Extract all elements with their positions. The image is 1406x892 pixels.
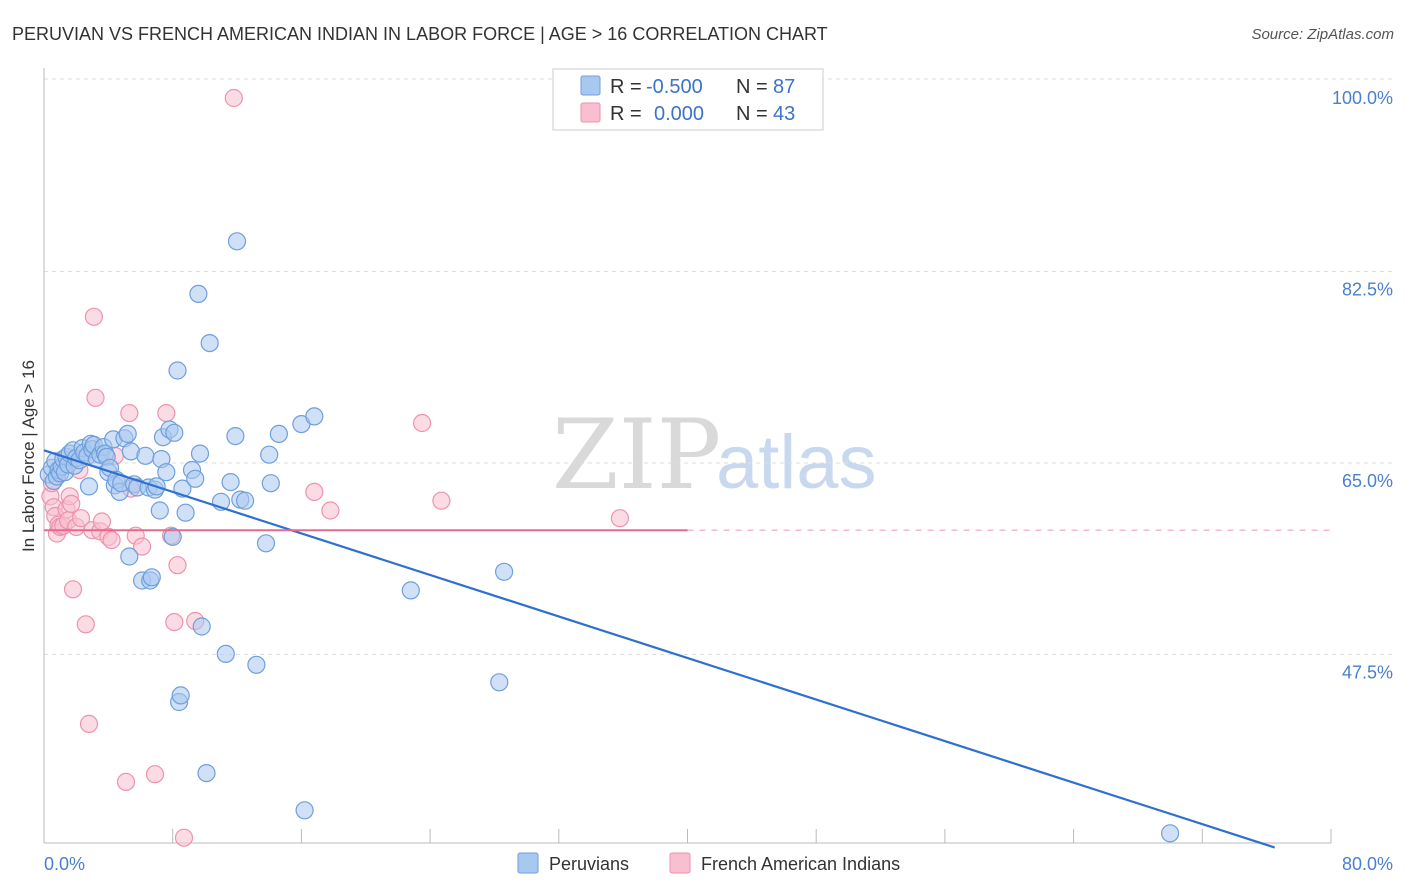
peruvians-point — [261, 474, 280, 493]
peruvians-point — [163, 527, 182, 546]
x-tick-label-max: 80.0% — [1342, 854, 1393, 874]
gridlines — [44, 78, 1392, 655]
legend-n-label-french: N = — [736, 103, 768, 125]
chart-source: Source: ZipAtlas.com — [1251, 26, 1394, 43]
peruvians-point — [136, 446, 155, 465]
french-american-indians-points — [41, 88, 630, 847]
y-axis-label: In Labor Force | Age > 16 — [19, 360, 38, 552]
french-american-indians-point — [145, 765, 165, 784]
peruvians-point — [168, 361, 187, 380]
peruvians-point — [165, 423, 184, 442]
french-american-indians-point — [71, 509, 91, 528]
french-american-indians-point — [413, 413, 432, 433]
legend-swatch-french — [580, 102, 601, 123]
axes — [43, 68, 1332, 844]
french-american-indians-point — [321, 501, 340, 520]
peruvians-point — [305, 407, 324, 426]
series-legend: Peruvians French American Indians — [517, 852, 900, 874]
peruvians-point — [226, 427, 245, 446]
french-american-indians-point — [168, 556, 187, 575]
peruvians-point — [120, 547, 139, 566]
peruvians-point — [189, 284, 208, 303]
french-american-indians-point — [432, 491, 451, 510]
french-american-indians-point — [102, 530, 121, 550]
french-american-indians-point — [610, 509, 630, 528]
peruvians-point — [192, 617, 211, 636]
peruvians-point — [157, 463, 176, 482]
y-tick-labels: 100.0% 82.5% 65.0% 47.5% — [1332, 88, 1393, 682]
peruvians-point — [200, 334, 219, 353]
peruvians-point — [295, 801, 314, 820]
watermark-zip: ZIP — [552, 399, 721, 511]
peruvians-point — [171, 686, 190, 705]
french-american-indians-point — [120, 404, 139, 423]
chart-title: PERUVIAN VS FRENCH AMERICAN INDIAN IN LA… — [12, 24, 828, 44]
french-american-indians-point — [165, 612, 184, 632]
legend-swatch-peruvians — [580, 75, 601, 96]
stats-legend: R = -0.500 N = 87 R = 0.000 N = 43 — [552, 68, 824, 131]
legend-n-label-peruvians: N = — [736, 76, 768, 98]
legend-n-value-french: 43 — [773, 103, 795, 125]
y-tick-label-2: 65.0% — [1342, 471, 1393, 491]
peruvians-point — [401, 581, 420, 600]
french-american-indians-point — [157, 404, 176, 423]
peruvians-point — [150, 501, 169, 520]
bottom-legend-swatch-peruvians — [517, 852, 539, 874]
peruvians-point — [247, 655, 266, 674]
french-american-indians-point — [224, 88, 243, 108]
peruvians-point — [79, 477, 99, 496]
bottom-legend-swatch-french — [669, 852, 691, 874]
legend-r-value-french: 0.000 — [654, 103, 704, 125]
peruvians-points — [39, 232, 1180, 843]
y-tick-label-1: 82.5% — [1342, 279, 1393, 299]
french-american-indians-point — [92, 512, 112, 531]
french-american-indians-point — [116, 772, 136, 792]
peruvians-point — [197, 763, 216, 783]
peruvians-point — [260, 445, 279, 464]
peruvians-point — [236, 491, 255, 510]
french-american-indians-point — [62, 494, 81, 513]
french-american-indians-point — [174, 828, 194, 847]
legend-n-value-peruvians: 87 — [773, 76, 795, 98]
peruvians-point — [190, 444, 210, 463]
peruvians-point — [186, 469, 205, 488]
peruvians-point — [490, 673, 509, 692]
x-tick-label-min: 0.0% — [44, 854, 85, 874]
french-american-indians-point — [79, 714, 99, 734]
legend-r-label-french: R = — [610, 103, 642, 125]
peruvians-point — [142, 568, 161, 587]
french-american-indians-point — [86, 388, 105, 407]
peruvians-point — [216, 644, 235, 664]
french-american-indians-point — [63, 580, 83, 599]
peruvians-point — [118, 424, 137, 443]
peruvians-point — [495, 562, 514, 581]
trend-lines — [43, 449, 1331, 849]
legend-r-value-peruvians: -0.500 — [646, 76, 703, 98]
bottom-legend-label-peruvians: Peruvians — [549, 854, 629, 874]
y-tick-label-3: 47.5% — [1342, 662, 1393, 682]
peruvians-point — [176, 503, 195, 522]
peruvians-point — [1160, 824, 1180, 843]
peruvians-point — [256, 534, 276, 553]
peruvians-point — [269, 424, 288, 443]
french-american-indians-point — [84, 307, 104, 326]
peruvians-trend-line — [43, 449, 1276, 849]
french-american-indians-point — [76, 615, 95, 634]
french-american-indians-point — [133, 537, 152, 556]
bottom-legend-label-french: French American Indians — [701, 854, 900, 874]
peruvians-point — [227, 232, 247, 251]
legend-r-label-peruvians: R = — [610, 76, 642, 98]
french-american-indians-point — [305, 482, 324, 501]
peruvians-point — [221, 473, 240, 492]
y-tick-label-0: 100.0% — [1332, 88, 1393, 108]
